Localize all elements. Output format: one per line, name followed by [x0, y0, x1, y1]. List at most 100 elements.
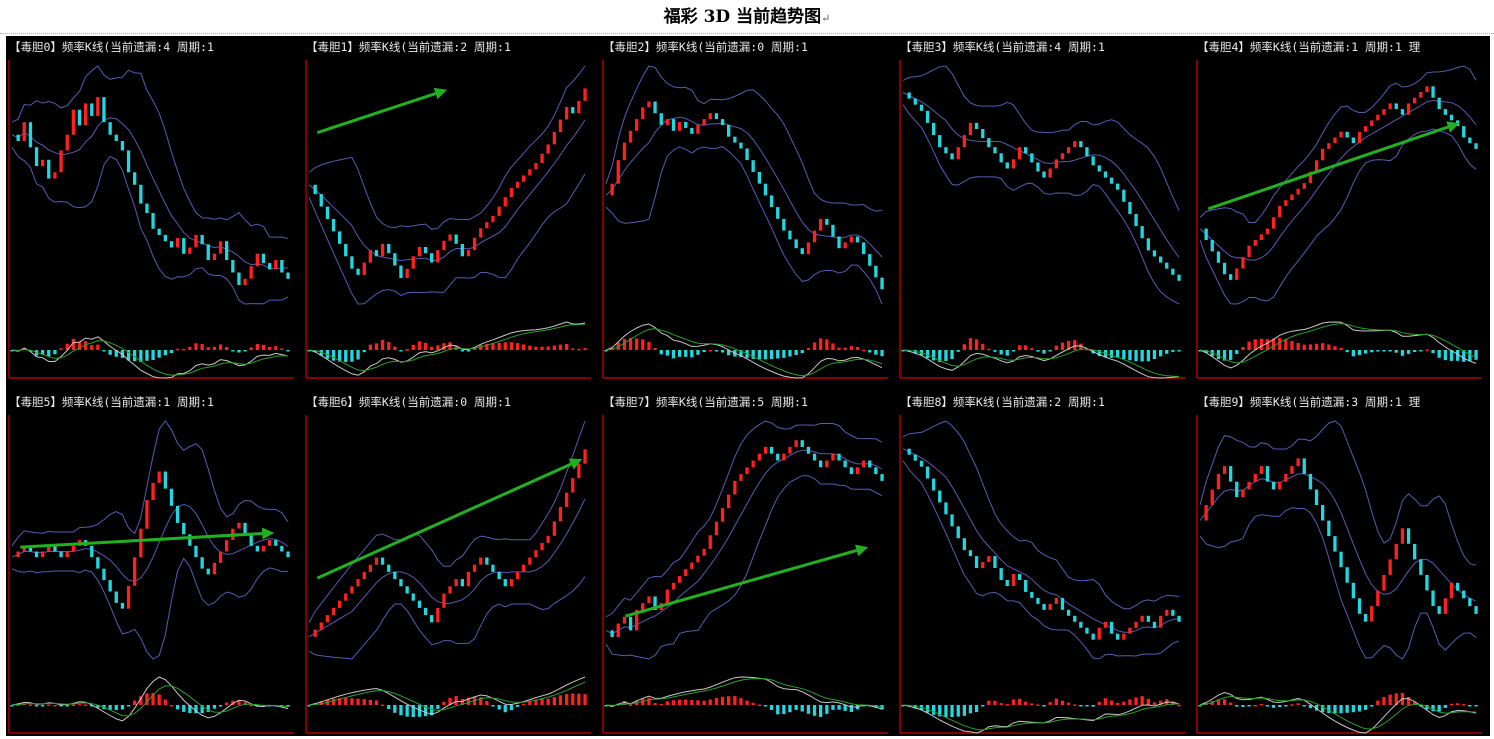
trend-arrow-head [855, 544, 869, 557]
oscillator-slow-line [902, 703, 1180, 731]
histogram-bar [1265, 705, 1270, 707]
candle [944, 502, 948, 515]
candle [1116, 183, 1120, 190]
candle [1400, 528, 1405, 544]
candle [417, 247, 422, 257]
candle [739, 142, 743, 149]
candle [133, 557, 137, 586]
candle [571, 478, 575, 493]
histogram-bar [751, 350, 755, 359]
chart-svg [1196, 60, 1482, 379]
histogram-bar [200, 705, 204, 714]
candle [671, 119, 676, 131]
candle [1109, 177, 1114, 184]
histogram-bar [577, 693, 581, 705]
candle [231, 260, 235, 273]
histogram-bar [286, 705, 290, 707]
histogram-bar [956, 705, 960, 717]
histogram-bar [714, 350, 719, 352]
histogram-bar [405, 349, 409, 351]
candle [647, 596, 651, 604]
histogram-bar [901, 705, 905, 707]
chart-panel-9: 【毒胆9】频率K线(当前遗漏:3 周期:1 理 [1194, 391, 1482, 735]
candle [546, 535, 550, 543]
histogram-bar [126, 705, 131, 707]
histogram-bar [577, 348, 581, 351]
candle [782, 453, 786, 461]
histogram-bar [1036, 350, 1040, 352]
histogram-bar [380, 704, 385, 707]
candle [374, 557, 379, 565]
oscillator-fast-line [11, 336, 289, 379]
trend-arrow-shaft [316, 92, 437, 135]
candle [1079, 621, 1083, 628]
histogram-bar [212, 346, 217, 350]
histogram-bar [1339, 347, 1343, 350]
candle [702, 119, 706, 125]
candle [831, 453, 835, 461]
histogram-bar [1271, 705, 1276, 708]
candle [515, 181, 520, 188]
chart-title: 【毒胆7】频率K线(当前遗漏:5 周期:1 [603, 395, 808, 409]
histogram-bar [59, 348, 63, 350]
histogram-bar [380, 339, 385, 350]
candle [684, 122, 688, 128]
candle [133, 172, 137, 185]
candle [114, 591, 118, 603]
candle [1290, 466, 1294, 474]
band-lower [902, 460, 1180, 660]
candle [702, 548, 706, 556]
histogram-bar [1308, 344, 1313, 350]
candle [1370, 606, 1374, 622]
histogram-bar [399, 705, 403, 716]
trend-arrow-head [433, 87, 447, 100]
histogram-bar [1370, 705, 1374, 707]
chart-panel-2: 【毒胆2】频率K线(当前遗漏:0 周期:1 [600, 36, 888, 380]
candle [1284, 200, 1288, 206]
histogram-bar [702, 700, 706, 705]
candle [522, 175, 526, 182]
histogram-bar [534, 346, 538, 350]
band-upper [308, 65, 586, 230]
chart-svg [602, 415, 888, 734]
histogram-bar [368, 344, 372, 350]
histogram-bar [1146, 698, 1150, 705]
chart-title: 【毒胆6】频率K线(当前遗漏:0 周期:1 [306, 395, 511, 409]
candle [472, 564, 477, 572]
histogram-bar [1054, 345, 1058, 350]
candle [1419, 92, 1423, 98]
candle [1474, 606, 1478, 614]
histogram-bar [1054, 698, 1058, 705]
histogram-bar [1060, 700, 1065, 705]
candle [313, 629, 317, 637]
candle [1271, 217, 1276, 229]
histogram-bar [1296, 343, 1300, 350]
chart-svg [8, 415, 294, 734]
histogram-bar [1216, 350, 1221, 359]
candle [1146, 615, 1150, 622]
histogram-bar [114, 350, 118, 357]
histogram-bar [1247, 705, 1251, 707]
candle [1468, 598, 1472, 607]
candle [1177, 274, 1181, 281]
histogram-bar [194, 343, 198, 350]
candle [1079, 141, 1083, 148]
histogram-bar [757, 704, 761, 706]
histogram-bar [565, 344, 569, 350]
histogram-bar [1005, 350, 1009, 356]
histogram-bar [83, 341, 88, 350]
histogram-bar [509, 342, 514, 350]
candle [1066, 147, 1071, 154]
histogram-bar [1134, 697, 1138, 705]
histogram-bar [411, 705, 415, 717]
candle [1247, 245, 1251, 258]
candle [1351, 137, 1355, 144]
histogram-bar [546, 698, 550, 705]
candle [1097, 627, 1101, 640]
candle [1339, 131, 1343, 138]
candle [794, 440, 798, 447]
histogram-bar [819, 705, 823, 717]
histogram-bar [751, 702, 755, 705]
candle [999, 153, 1003, 163]
histogram-bar [157, 350, 161, 358]
